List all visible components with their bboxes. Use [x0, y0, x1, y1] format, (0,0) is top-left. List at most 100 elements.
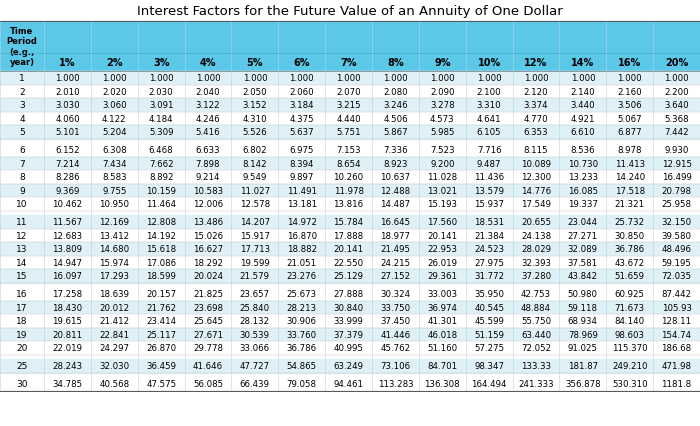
Text: 6.105: 6.105 [477, 128, 501, 137]
Text: 8.654: 8.654 [336, 159, 361, 168]
Bar [0, 314, 700, 328]
Text: 22.841: 22.841 [99, 330, 130, 339]
Text: 4.246: 4.246 [196, 115, 220, 124]
Text: 17.293: 17.293 [99, 272, 130, 281]
Text: 30.840: 30.840 [333, 303, 363, 312]
Text: 1.000: 1.000 [55, 74, 80, 83]
Text: 2.100: 2.100 [477, 88, 501, 97]
Text: 12.808: 12.808 [146, 218, 176, 227]
Text: 51.160: 51.160 [427, 343, 457, 352]
Text: 18.639: 18.639 [99, 290, 130, 299]
Bar [0, 0, 700, 22]
Text: 30: 30 [16, 380, 28, 389]
Text: 32.150: 32.150 [662, 218, 692, 227]
Text: 35.950: 35.950 [474, 290, 504, 299]
Text: 3.030: 3.030 [55, 101, 80, 110]
Text: 3.440: 3.440 [570, 101, 595, 110]
Text: 6.468: 6.468 [149, 146, 174, 155]
Text: 6: 6 [19, 146, 25, 155]
Text: 25.117: 25.117 [146, 330, 176, 339]
Text: 28.213: 28.213 [287, 303, 317, 312]
Text: 5.309: 5.309 [149, 128, 174, 137]
Text: 9%: 9% [434, 58, 451, 68]
Text: 23.276: 23.276 [287, 272, 317, 281]
Text: 51.659: 51.659 [615, 272, 645, 281]
Text: 9.755: 9.755 [102, 186, 127, 195]
Text: 5.867: 5.867 [383, 128, 407, 137]
Text: 20.655: 20.655 [521, 218, 551, 227]
Text: 13.021: 13.021 [427, 186, 457, 195]
Text: 14.947: 14.947 [52, 258, 83, 267]
Text: 1.000: 1.000 [149, 74, 174, 83]
Text: 10.583: 10.583 [193, 186, 223, 195]
Text: 24.138: 24.138 [521, 231, 551, 240]
Bar [0, 242, 700, 256]
Bar [0, 198, 700, 211]
Text: 18.977: 18.977 [380, 231, 410, 240]
Text: 1.000: 1.000 [383, 74, 407, 83]
Text: 27.152: 27.152 [380, 272, 410, 281]
Text: 25.645: 25.645 [193, 317, 223, 325]
Text: 5.101: 5.101 [55, 128, 80, 137]
Text: 1.000: 1.000 [477, 74, 501, 83]
Text: 4.375: 4.375 [289, 115, 314, 124]
Text: 10%: 10% [477, 58, 500, 68]
Text: 1.000: 1.000 [196, 74, 220, 83]
Text: 11.027: 11.027 [240, 186, 270, 195]
Text: 20.024: 20.024 [193, 272, 223, 281]
Text: 3.310: 3.310 [477, 101, 501, 110]
Text: 15.917: 15.917 [240, 231, 270, 240]
Text: 1.000: 1.000 [664, 74, 689, 83]
Text: 6.610: 6.610 [570, 128, 595, 137]
Text: 15: 15 [16, 272, 28, 281]
Text: 8.583: 8.583 [102, 173, 127, 182]
Bar [0, 112, 700, 126]
Text: 57.275: 57.275 [474, 343, 504, 352]
Text: 33.999: 33.999 [334, 317, 363, 325]
Text: 12.006: 12.006 [193, 200, 223, 209]
Text: 54.865: 54.865 [287, 361, 317, 370]
Text: 15.026: 15.026 [193, 231, 223, 240]
Text: 23.657: 23.657 [240, 290, 270, 299]
Text: 13.486: 13.486 [193, 218, 223, 227]
Text: 11.028: 11.028 [427, 173, 457, 182]
Text: 9.214: 9.214 [196, 173, 220, 182]
Text: 55.750: 55.750 [521, 317, 551, 325]
Text: 7.898: 7.898 [196, 159, 220, 168]
Bar [0, 359, 700, 373]
Text: 21.384: 21.384 [474, 231, 504, 240]
Text: 12.300: 12.300 [521, 173, 551, 182]
Text: 26.019: 26.019 [427, 258, 457, 267]
Text: 78.969: 78.969 [568, 330, 598, 339]
Text: 133.33: 133.33 [521, 361, 551, 370]
Text: 10.159: 10.159 [146, 186, 176, 195]
Text: 4.310: 4.310 [242, 115, 267, 124]
Text: 47.575: 47.575 [146, 380, 176, 389]
Text: 7: 7 [19, 159, 25, 168]
Text: 6.975: 6.975 [290, 146, 314, 155]
Text: 24.297: 24.297 [99, 343, 130, 352]
Text: 16.645: 16.645 [380, 218, 410, 227]
Text: 14.776: 14.776 [521, 186, 551, 195]
Text: 128.11: 128.11 [662, 317, 692, 325]
Text: 23.414: 23.414 [146, 317, 176, 325]
Text: 18.599: 18.599 [146, 272, 176, 281]
Text: 25.129: 25.129 [334, 272, 363, 281]
Text: 10.462: 10.462 [52, 200, 83, 209]
Text: 115.370: 115.370 [612, 343, 648, 352]
Text: 154.74: 154.74 [662, 330, 692, 339]
Text: 6%: 6% [293, 58, 310, 68]
Text: 59.118: 59.118 [568, 303, 598, 312]
Text: 29.361: 29.361 [427, 272, 457, 281]
Text: 4.641: 4.641 [477, 115, 501, 124]
Text: 12.488: 12.488 [380, 186, 410, 195]
Text: 2.050: 2.050 [242, 88, 267, 97]
Text: 40.568: 40.568 [99, 380, 130, 389]
Text: 5.416: 5.416 [196, 128, 220, 137]
Text: 36.786: 36.786 [615, 245, 645, 253]
Text: 18.430: 18.430 [52, 303, 83, 312]
Text: 48.496: 48.496 [662, 245, 692, 253]
Text: 12.578: 12.578 [240, 200, 270, 209]
Text: 11.464: 11.464 [146, 200, 176, 209]
Text: 11: 11 [16, 218, 28, 227]
